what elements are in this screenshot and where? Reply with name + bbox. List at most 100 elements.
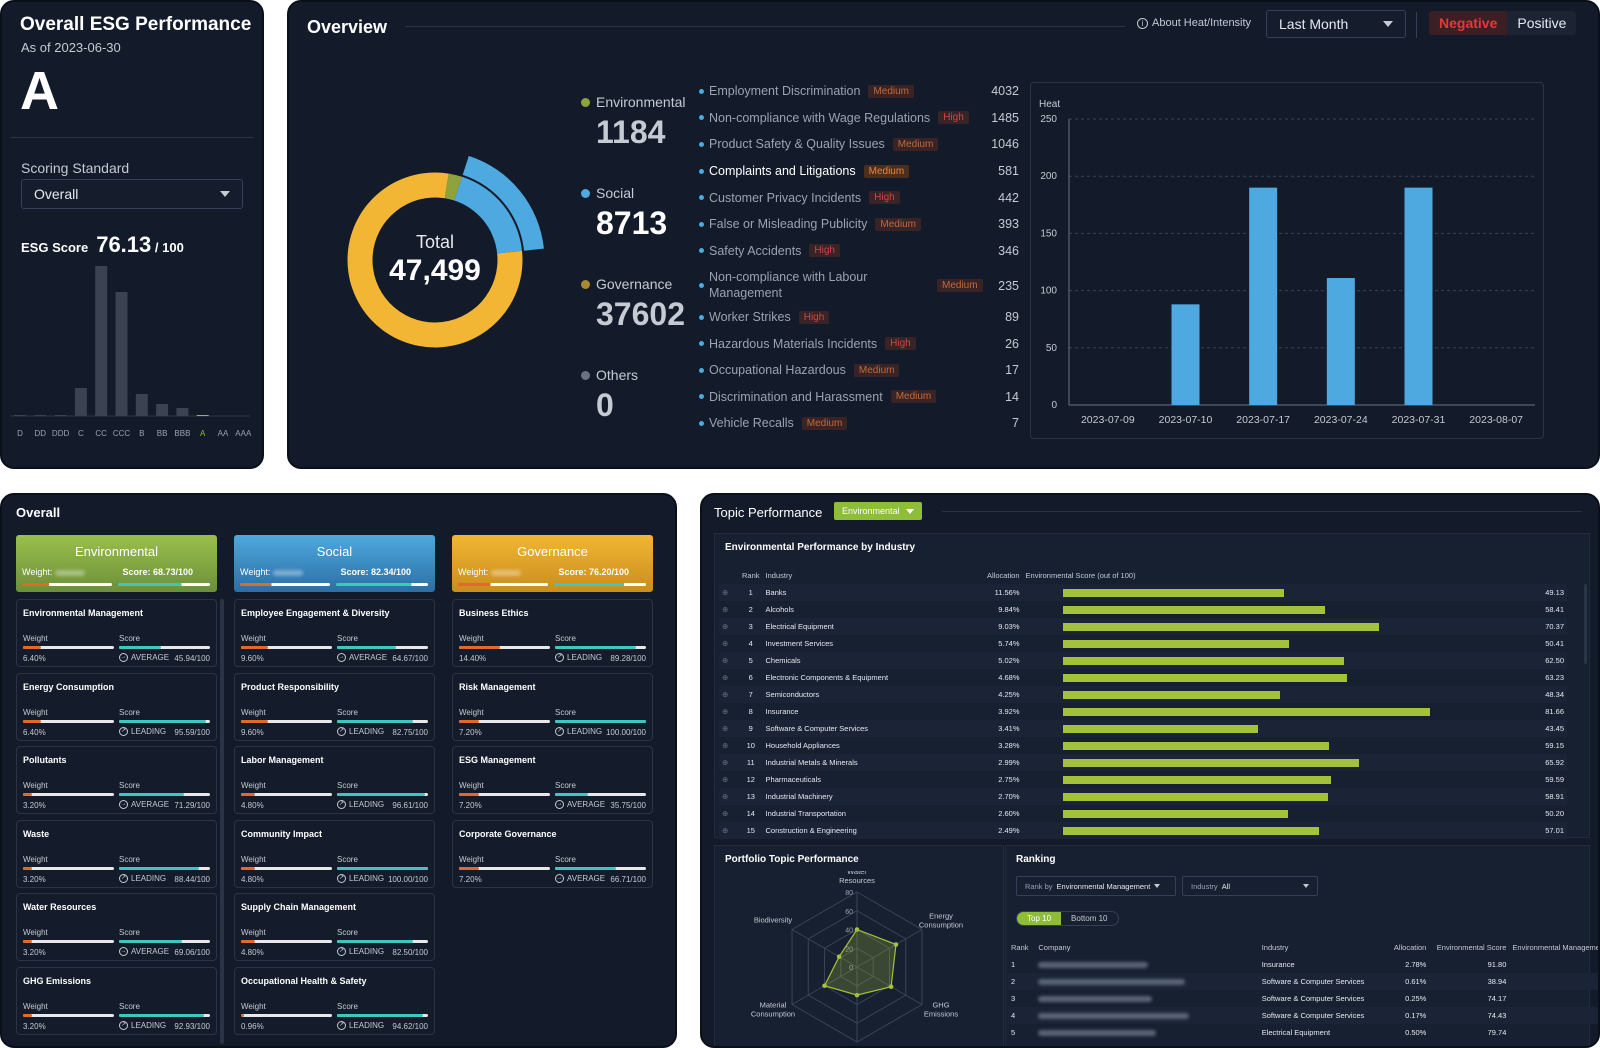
period-select[interactable]: Last Month [1266,10,1406,38]
issue-item[interactable]: Occupational Hazardous Medium 17 [699,363,1019,377]
topic-card[interactable]: Product Responsibility Weight Score 9.60% ↗ L… [234,672,435,741]
category-governance[interactable]: Governance 37602 [581,276,685,333]
pillar-header-governance[interactable]: Governance Weight: Score: 76.20/100 [452,535,653,592]
topic-card[interactable]: Waste Weight Score 3.20% ↗ LEADING 88.44/100 [16,819,217,888]
table-row[interactable]: 2 Software & Computer Services 0.61% 38.94 [1008,973,1598,990]
category-others[interactable]: Others 0 [581,367,638,424]
category-social[interactable]: Social 8713 [581,185,667,242]
table-row[interactable]: ⊕ 4 Investment Services 5.74% 50.41 [719,635,1567,652]
issue-item[interactable]: Product Safety & Quality Issues Medium 104… [699,137,1019,151]
scoring-standard-select[interactable]: Overall [21,179,243,209]
issue-item[interactable]: Non-compliance with Wage Regulations High… [699,111,1019,125]
issue-item[interactable]: False or Misleading Publicity Medium 393 [699,217,1019,231]
column-header[interactable]: Rank [742,570,760,580]
topic-card[interactable]: Environmental Management Weight Score 6.40%… [16,599,217,667]
column-header[interactable]: Allocation [986,570,1020,580]
scrollbar[interactable] [220,599,224,1044]
table-row[interactable]: ⊕ 15 Construction & Engineering 2.49% 57.01 [719,822,1567,839]
issue-item[interactable]: Vehicle Recalls Medium 7 [699,416,1019,430]
column-header[interactable]: Industry [765,570,793,580]
radar-point[interactable] [893,942,899,947]
about-heat-intensity-link[interactable]: i About Heat/Intensity [1137,17,1251,29]
expand-icon[interactable]: ⊕ [722,775,729,784]
expand-icon[interactable]: ⊕ [719,822,739,839]
topic-card[interactable]: Employee Engagement & Diversity Weight Sco… [234,599,435,667]
issue-item[interactable]: Worker Strikes High 89 [699,310,1019,324]
table-row[interactable]: 5 Electrical Equipment 0.50% 79.74 [1008,1024,1598,1041]
rank-by-select[interactable]: Rank by Environmental Management [1016,876,1176,896]
industry-filter-select[interactable]: Industry All [1182,876,1318,896]
issue-item[interactable]: Hazardous Materials Incidents High 26 [699,337,1019,351]
scrollbar[interactable] [1584,584,1587,664]
heat-bar[interactable] [1249,187,1278,405]
expand-icon[interactable]: ⊕ [719,720,739,737]
issue-item[interactable]: Discrimination and Harassment Medium 14 [699,390,1019,404]
table-row[interactable]: ⊕ 13 Industrial Machinery 2.70% 58.91 [719,788,1567,805]
expand-icon[interactable]: ⊕ [722,741,729,750]
topic-card[interactable]: Risk Management Weight Score 7.20% ↗ LEADING 1… [452,672,653,741]
bottom-10-tab[interactable]: Bottom 10 [1071,914,1108,923]
heat-bar[interactable] [1404,187,1433,405]
topic-card[interactable]: Community Impact Weight Score 4.80% ↗ LEADING… [234,819,435,888]
expand-icon[interactable]: ⊕ [722,673,729,682]
issue-item[interactable]: Complaints and Litigations Medium 581 [699,164,1019,178]
column-header[interactable]: Allocation [1393,942,1427,952]
column-header[interactable]: Environmental Score [1436,942,1507,952]
table-row[interactable]: ⊕ 9 Software & Computer Services 3.41% 43.45 [719,720,1567,737]
expand-icon[interactable]: ⊕ [719,754,739,771]
column-header[interactable]: Company [1038,942,1071,952]
heat-bar[interactable] [1326,278,1355,405]
topic-card[interactable]: Corporate Governance Weight Score 7.20% → AVE… [452,819,653,888]
topic-card[interactable]: Occupational Health & Safety Weight Score 0… [234,966,435,1035]
table-row[interactable]: ⊕ 3 Electrical Equipment 9.03% 70.37 [719,618,1567,635]
positive-toggle[interactable]: Positive [1507,11,1577,35]
table-row[interactable]: ⊕ 12 Pharmaceuticals 2.75% 59.59 [719,771,1567,788]
radar-point[interactable] [888,984,894,989]
topic-card[interactable]: ESG Management Weight Score 7.20% → AVERAGE 35… [452,746,653,814]
donut-highlight-ring[interactable] [462,155,544,251]
expand-icon[interactable]: ⊕ [719,788,739,805]
column-header[interactable]: Environmental Score (out of 100) [1025,570,1136,580]
donut-segment-social[interactable] [454,176,523,254]
expand-icon[interactable]: ⊕ [719,584,739,601]
radar-point[interactable] [854,992,860,998]
heat-bar[interactable] [1171,304,1200,405]
topic-card[interactable]: Business Ethics Weight Score 14.40% ↗ LEADING… [452,599,653,667]
category-environmental[interactable]: Environmental 1184 [581,94,686,151]
table-row[interactable]: ⊕ 10 Household Appliances 3.28% 59.15 [719,737,1567,754]
table-row[interactable]: ⊕ 5 Chemicals 5.02% 62.50 [719,652,1567,669]
expand-icon[interactable]: ⊕ [722,639,729,648]
topic-card[interactable]: Labor Management Weight Score 4.80% ↗ LEADING… [234,746,435,814]
table-row[interactable]: ⊕ 14 Industrial Transportation 2.60% 50.20 [719,805,1567,822]
table-row[interactable]: ⊕ 1 Banks 11.56% 49.13 [719,584,1567,601]
pillar-header-social[interactable]: Social Weight: Score: 82.34/100 [234,535,435,592]
expand-icon[interactable]: ⊕ [722,605,729,614]
column-header[interactable]: Industry [1261,942,1289,952]
expand-icon[interactable]: ⊕ [719,686,739,703]
table-row[interactable]: ⊕ 11 Industrial Metals & Minerals 2.99% 65.9… [719,754,1567,771]
pillar-header-environmental[interactable]: Environmental Weight: Score: 68.73/100 [16,535,217,592]
expand-icon[interactable]: ⊕ [719,618,739,635]
issue-item[interactable]: Employment Discrimination Medium 4032 [699,84,1019,98]
table-row[interactable]: ⊕ 8 Insurance 3.92% 81.66 [719,703,1567,720]
column-header[interactable]: Environmental Manageme [1512,942,1600,952]
expand-icon[interactable]: ⊕ [722,809,729,818]
table-row[interactable]: ⊕ 2 Alcohols 9.84% 58.41 [719,601,1567,618]
column-header[interactable]: Rank [1011,942,1029,952]
issue-item[interactable]: Non-compliance with Labour Management Med… [699,270,1019,301]
issue-item[interactable]: Safety Accidents High 346 [699,244,1019,258]
expand-icon[interactable]: ⊕ [719,652,739,669]
issue-item[interactable]: Customer Privacy Incidents High 442 [699,191,1019,205]
table-row[interactable]: 3 Software & Computer Services 0.25% 74.17 [1008,990,1598,1007]
radar-point[interactable] [854,927,860,932]
table-row[interactable]: 1 Insurance 2.78% 91.80 [1008,956,1598,973]
expand-icon[interactable]: ⊕ [722,707,729,716]
negative-toggle[interactable]: Negative [1429,11,1508,35]
radar-point[interactable] [822,983,827,989]
topic-card[interactable]: Water Resources Weight Score 3.20% → AVERAGE 6… [16,893,217,961]
table-row[interactable]: ⊕ 7 Semiconductors 4.25% 48.34 [719,686,1567,703]
topic-card[interactable]: Energy Consumption Weight Score 6.40% ↗ LEADI… [16,672,217,741]
topic-select[interactable]: Environmental [834,502,922,520]
topic-card[interactable]: Pollutants Weight Score 3.20% → AVERAGE 71.29/… [16,746,217,814]
radar-point[interactable] [836,954,842,959]
